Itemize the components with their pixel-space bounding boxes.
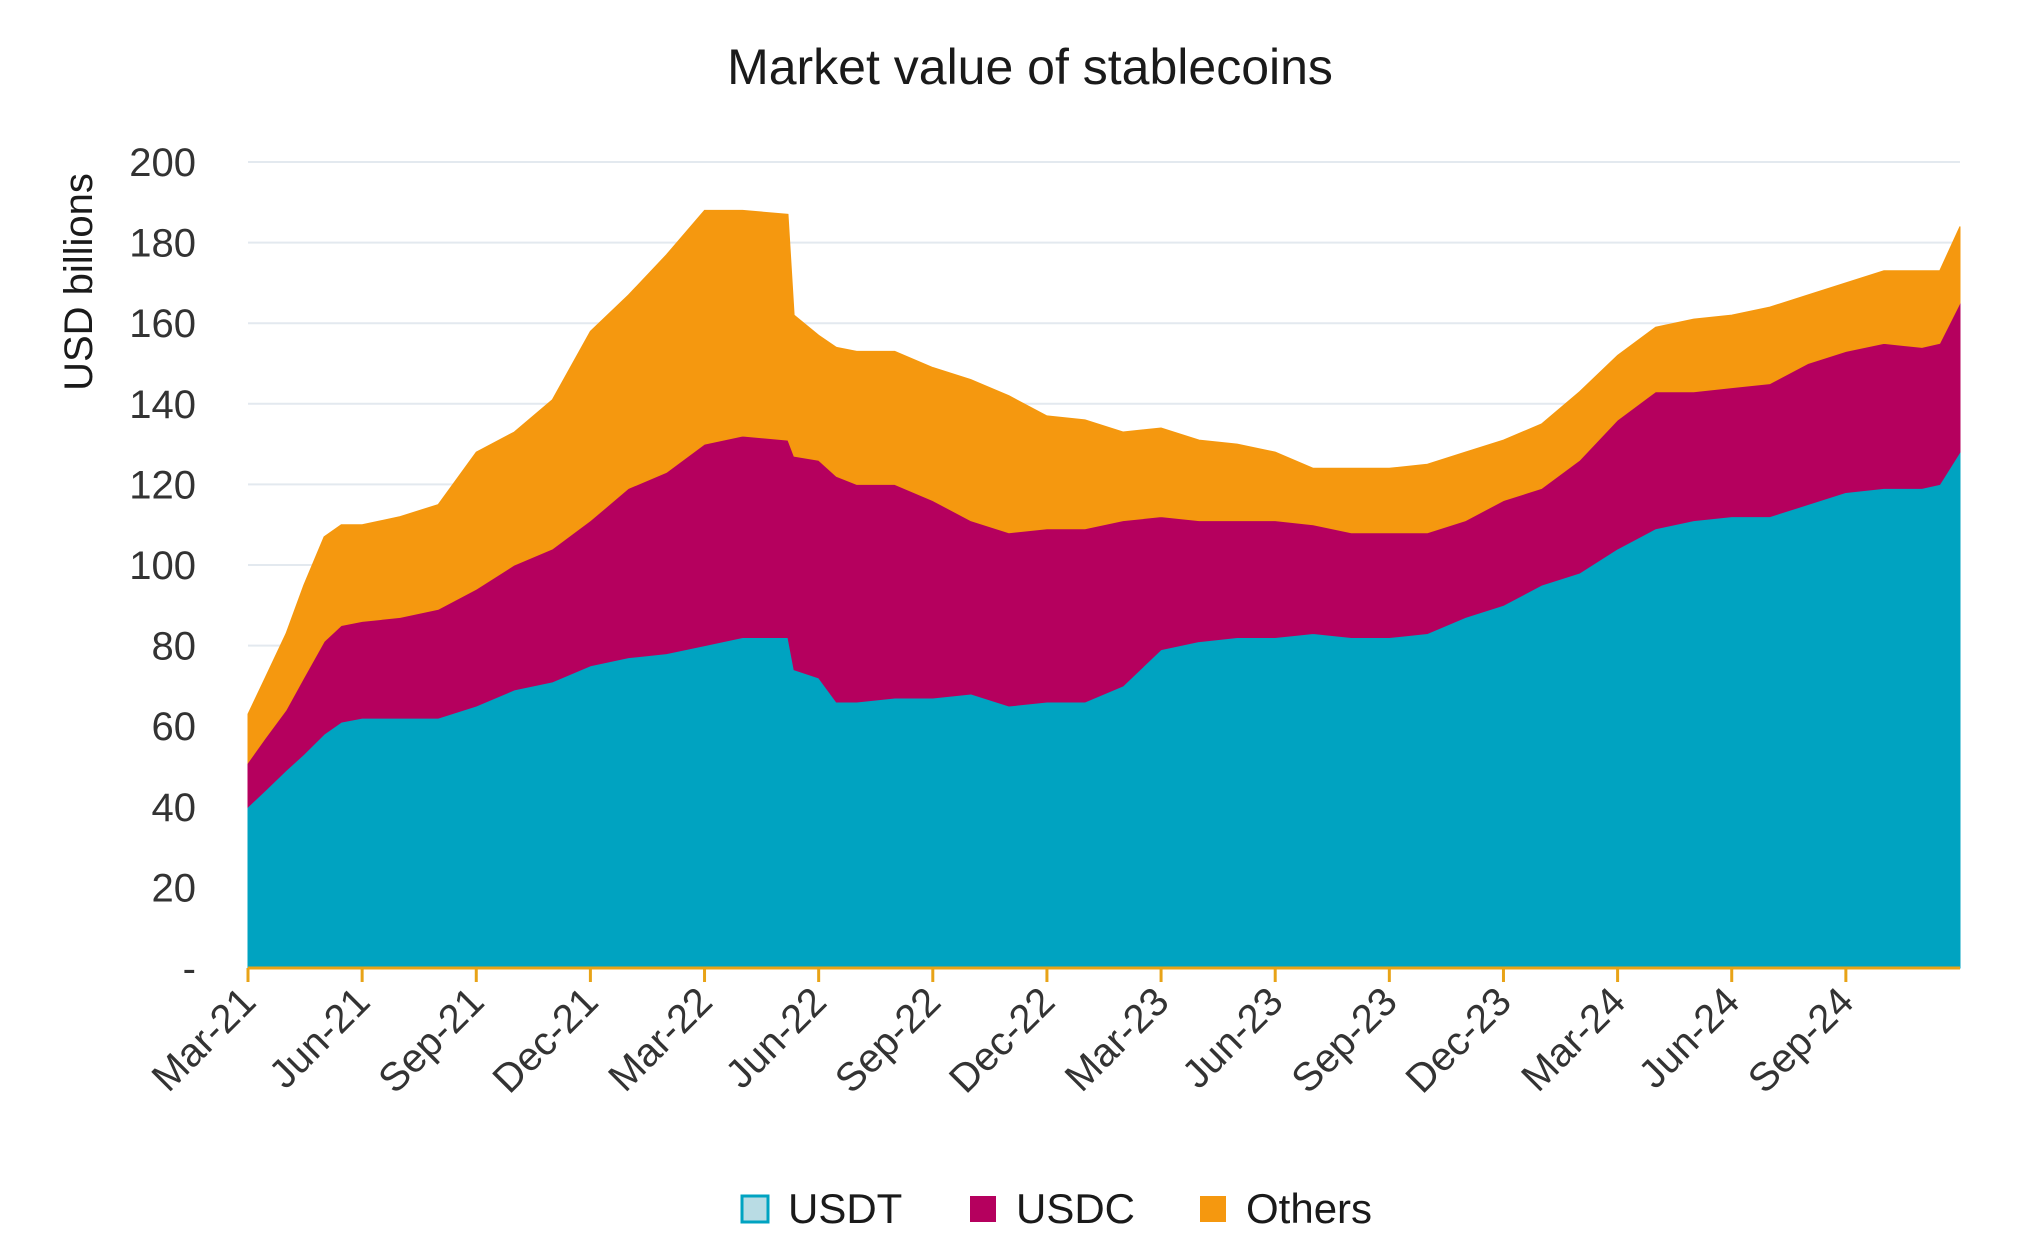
x-tick-label: Jun-24 xyxy=(1630,979,1748,1097)
x-tick-label: Dec-23 xyxy=(1398,979,1520,1101)
x-axis-ticks: Mar-21Jun-21Sep-21Dec-21Mar-22Jun-22Sep-… xyxy=(144,979,1863,1101)
x-tick-label: Sep-22 xyxy=(827,979,949,1101)
x-tick-label: Mar-23 xyxy=(1057,979,1178,1100)
x-axis xyxy=(246,966,1960,982)
legend-label: USDT xyxy=(788,1185,902,1232)
x-tick-label: Mar-24 xyxy=(1513,979,1634,1100)
x-tick-label: Sep-24 xyxy=(1740,979,1862,1101)
y-axis-ticks: - 20 40 60 80 100 120 140 160 180 200 xyxy=(129,141,196,991)
y-tick-label: 100 xyxy=(129,544,196,588)
y-tick-label: 200 xyxy=(129,141,196,185)
x-tick-label: Sep-21 xyxy=(370,979,492,1101)
x-tick-label: Jun-23 xyxy=(1174,979,1292,1097)
x-tick-label: Dec-22 xyxy=(941,979,1063,1101)
legend-label: Others xyxy=(1246,1185,1372,1232)
legend-swatch xyxy=(970,1196,996,1222)
legend: USDT USDC Others xyxy=(740,1185,1372,1232)
x-tick-label: Dec-21 xyxy=(484,979,606,1101)
x-tick-label: Mar-21 xyxy=(144,979,265,1100)
y-tick-label: 80 xyxy=(152,625,197,669)
y-tick-label: - xyxy=(183,947,196,991)
y-tick-label: 60 xyxy=(152,705,197,749)
plot-areas xyxy=(247,209,1961,969)
legend-label: USDC xyxy=(1016,1185,1135,1232)
area-others xyxy=(247,209,1961,765)
x-tick-label: Jun-21 xyxy=(261,979,379,1097)
legend-item-usdc: USDC xyxy=(970,1185,1135,1232)
y-tick-label: 40 xyxy=(152,786,197,830)
y-tick-label: 180 xyxy=(129,222,196,266)
y-tick-label: 20 xyxy=(152,866,197,910)
y-tick-label: 140 xyxy=(129,383,196,427)
legend-swatch xyxy=(740,1194,770,1224)
y-axis-label: USD billions xyxy=(57,173,101,391)
x-tick-label: Mar-22 xyxy=(600,979,721,1100)
y-tick-label: 160 xyxy=(129,302,196,346)
x-tick-label: Jun-22 xyxy=(717,979,835,1097)
legend-item-usdt: USDT xyxy=(740,1185,902,1232)
legend-swatch xyxy=(1200,1196,1226,1222)
y-tick-label: 120 xyxy=(129,463,196,507)
x-tick-label: Sep-23 xyxy=(1283,979,1405,1101)
legend-item-others: Others xyxy=(1200,1185,1372,1232)
chart-title: Market value of stablecoins xyxy=(727,39,1333,95)
